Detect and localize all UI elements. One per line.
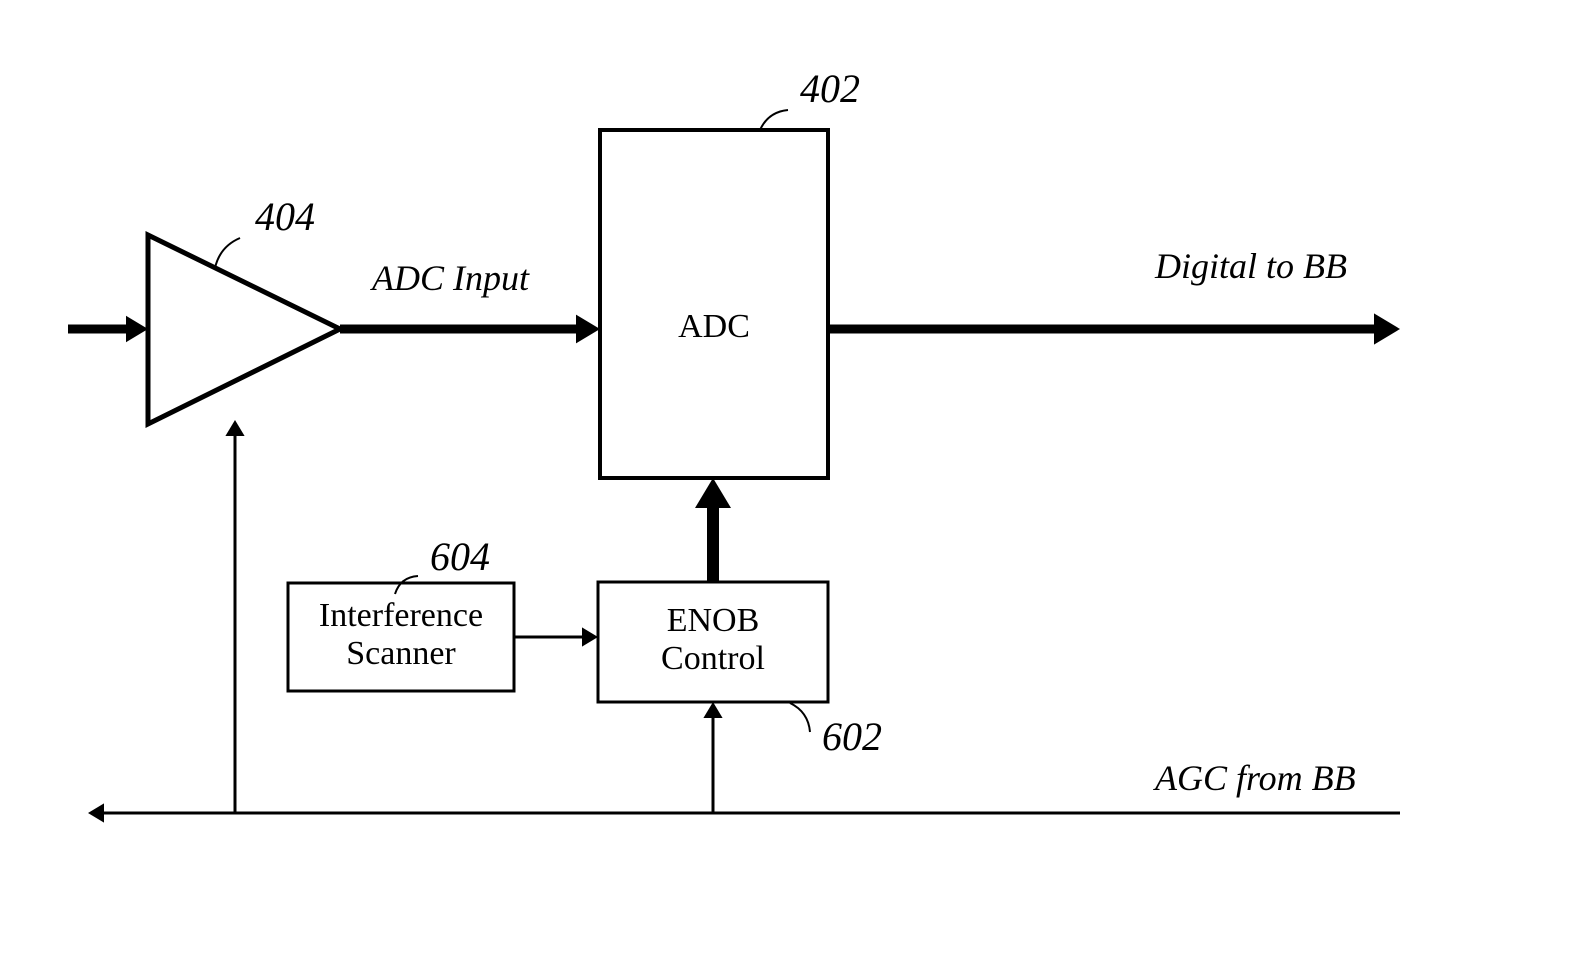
ref-602: 602 <box>822 714 882 759</box>
ref-604: 604 <box>430 534 490 579</box>
amplifier-block <box>148 235 340 424</box>
ref-402: 402 <box>800 66 860 111</box>
ref-404: 404 <box>255 194 315 239</box>
interference-scanner-label: Scanner <box>346 635 456 672</box>
adc-block <box>600 130 828 478</box>
enob-control-label: Control <box>661 640 765 677</box>
signal-amp_to_adc: ADC Input <box>370 258 530 298</box>
adc-label: ADC <box>678 308 750 345</box>
signal-adc_to_bb: Digital to BB <box>1154 246 1347 286</box>
enob-control-label: ENOB <box>667 602 760 639</box>
signal-agc_line: AGC from BB <box>1153 758 1356 798</box>
interference-scanner-label: Interference <box>319 597 483 634</box>
